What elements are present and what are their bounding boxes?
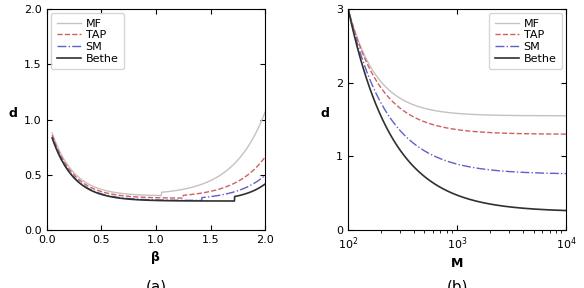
- MF: [255, 125, 262, 128]
- TAP: [449, 127, 456, 130]
- Line: MF: MF: [348, 9, 566, 116]
- SM: [216, 194, 223, 197]
- MF: [463, 112, 470, 116]
- MF: [563, 114, 570, 118]
- Legend: MF, TAP, SM, Bethe: MF, TAP, SM, Bethe: [489, 13, 562, 69]
- X-axis label: β: β: [151, 251, 161, 264]
- Bethe: [255, 186, 262, 190]
- SM: [262, 174, 269, 177]
- Bethe: [450, 192, 457, 195]
- MF: [450, 111, 457, 115]
- SM: [450, 161, 457, 165]
- SM: [449, 161, 456, 164]
- MF: [524, 114, 531, 117]
- TAP: [524, 132, 531, 135]
- TAP: [450, 127, 457, 131]
- Line: TAP: TAP: [348, 9, 566, 134]
- TAP: [345, 7, 352, 10]
- MF: [216, 174, 223, 177]
- Line: Bethe: Bethe: [348, 9, 566, 211]
- TAP: [48, 133, 55, 137]
- Bethe: [563, 209, 570, 212]
- TAP: [463, 129, 470, 132]
- Bethe: [449, 191, 456, 195]
- TAP: [475, 130, 482, 134]
- TAP: [255, 163, 262, 166]
- Y-axis label: d: d: [9, 107, 18, 120]
- SM: [198, 199, 205, 202]
- Line: Bethe: Bethe: [52, 138, 265, 201]
- MF: [255, 125, 262, 129]
- TAP: [152, 196, 159, 199]
- Bethe: [60, 161, 67, 164]
- Text: (b): (b): [447, 279, 468, 288]
- X-axis label: M: M: [451, 257, 464, 270]
- Line: SM: SM: [348, 9, 566, 174]
- SM: [463, 164, 470, 168]
- Bethe: [524, 207, 531, 210]
- SM: [558, 172, 565, 175]
- TAP: [563, 132, 570, 136]
- SM: [147, 198, 154, 202]
- MF: [152, 194, 159, 197]
- SM: [345, 7, 352, 10]
- SM: [48, 136, 55, 139]
- TAP: [60, 158, 67, 162]
- Bethe: [216, 199, 223, 203]
- Bethe: [262, 182, 269, 186]
- TAP: [558, 132, 565, 136]
- TAP: [255, 163, 262, 166]
- MF: [262, 111, 269, 114]
- Bethe: [152, 199, 159, 202]
- TAP: [147, 196, 154, 199]
- TAP: [262, 156, 269, 159]
- SM: [563, 172, 570, 175]
- Y-axis label: d: d: [321, 107, 329, 120]
- Line: TAP: TAP: [52, 135, 265, 198]
- Bethe: [475, 200, 482, 203]
- Bethe: [231, 199, 238, 203]
- MF: [449, 111, 456, 115]
- Bethe: [463, 197, 470, 200]
- MF: [475, 113, 482, 116]
- SM: [255, 179, 262, 182]
- TAP: [180, 196, 187, 200]
- MF: [60, 156, 67, 160]
- SM: [475, 166, 482, 170]
- SM: [255, 179, 262, 182]
- TAP: [216, 187, 223, 191]
- MF: [48, 131, 55, 135]
- Bethe: [48, 136, 55, 140]
- MF: [345, 7, 352, 10]
- SM: [524, 171, 531, 174]
- Bethe: [255, 186, 262, 190]
- Bethe: [147, 198, 154, 202]
- Text: (a): (a): [145, 279, 166, 288]
- Line: SM: SM: [52, 137, 265, 200]
- SM: [152, 198, 159, 202]
- MF: [158, 194, 165, 197]
- Bethe: [345, 7, 352, 10]
- MF: [147, 194, 154, 197]
- Bethe: [558, 209, 565, 212]
- Legend: MF, TAP, SM, Bethe: MF, TAP, SM, Bethe: [51, 13, 124, 69]
- Line: MF: MF: [52, 112, 265, 196]
- SM: [60, 160, 67, 164]
- MF: [558, 114, 565, 118]
